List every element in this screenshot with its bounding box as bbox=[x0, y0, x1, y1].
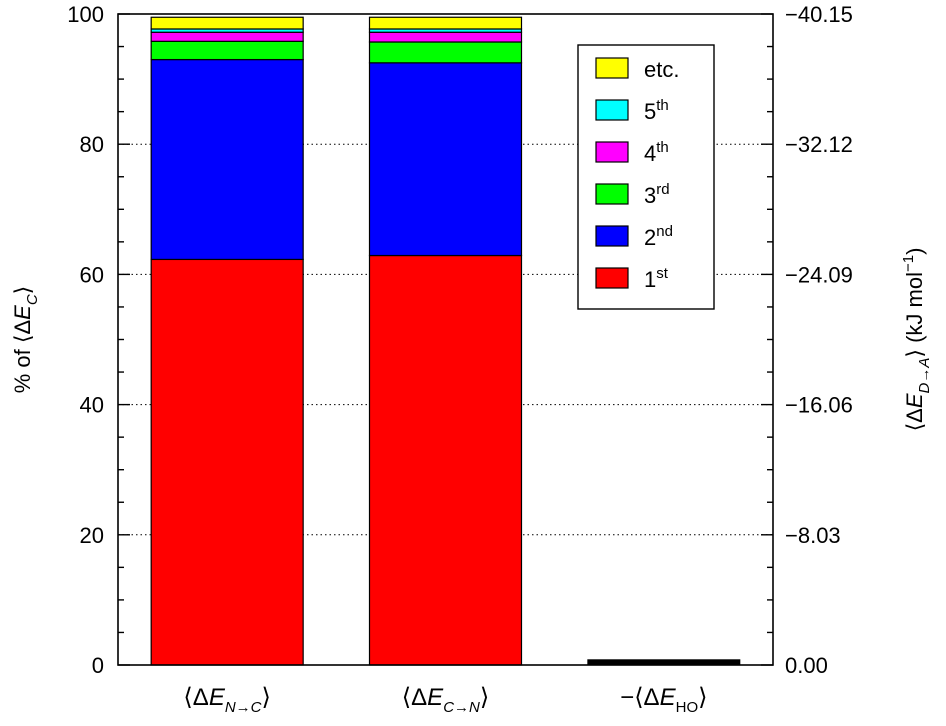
y-left-tick-label: 0 bbox=[92, 653, 104, 678]
legend-swatch-3rd bbox=[595, 183, 629, 205]
axis-ticks bbox=[118, 13, 773, 666]
bar-4th-cat-0 bbox=[150, 31, 304, 42]
bar-1st-cat-0 bbox=[150, 258, 304, 666]
legend-label-5th: 5th bbox=[644, 97, 669, 124]
x-category-label: −⟨ΔEHO⟩ bbox=[620, 684, 707, 716]
y-left-axis-title: % of ⟨ΔEC⟩ bbox=[10, 286, 41, 394]
legend-swatch-4th bbox=[595, 141, 629, 163]
y-right-tick-label: −40.15 bbox=[785, 2, 853, 27]
bar-2nd-cat-0 bbox=[150, 58, 304, 261]
y-right-tick-label: −24.09 bbox=[785, 262, 853, 287]
legend-swatch-5th bbox=[595, 99, 629, 121]
y-left-tick-label: 20 bbox=[80, 523, 104, 548]
bar-etc.-cat-1 bbox=[368, 16, 523, 30]
bars bbox=[150, 16, 741, 666]
x-category-label: ⟨ΔEC→N⟩ bbox=[402, 684, 489, 716]
y-left-tick-label: 80 bbox=[80, 132, 104, 157]
legend-swatch-etc. bbox=[595, 57, 629, 79]
legend: etc. 5th 4th 3rd 2nd 1st bbox=[577, 44, 715, 310]
legend-swatch-2nd bbox=[595, 225, 629, 247]
bar-etc.-cat-0 bbox=[150, 16, 304, 30]
legend-label-1st: 1st bbox=[644, 265, 669, 292]
legend-swatch-1st bbox=[595, 267, 629, 289]
bar-4th-cat-1 bbox=[368, 31, 523, 43]
legend-box bbox=[577, 44, 715, 310]
axis-labels: 0 20 40 60 80 100 0.00 −8.03 −16.06 −24.09 −32.12 −… bbox=[10, 2, 933, 716]
legend-label-etc.: etc. bbox=[644, 57, 679, 82]
legend-label-3rd: 3rd bbox=[644, 181, 670, 208]
y-right-tick-label: −8.03 bbox=[785, 523, 841, 548]
bar-2nd-cat-1 bbox=[368, 62, 523, 257]
y-right-axis-title: ⟨ΔED→A⟩ (kJ mol−1) bbox=[900, 248, 933, 432]
bar-3rd-cat-0 bbox=[150, 40, 304, 61]
bar-3rd-cat-1 bbox=[368, 41, 523, 64]
y-left-tick-label: 40 bbox=[80, 393, 104, 418]
legend-label-2nd: 2nd bbox=[644, 223, 673, 250]
y-right-tick-label: −32.12 bbox=[785, 132, 853, 157]
x-category-label: ⟨ΔEN→C⟩ bbox=[183, 684, 270, 716]
y-left-tick-label: 60 bbox=[80, 262, 104, 287]
y-right-tick-label: 0.00 bbox=[785, 653, 828, 678]
bar-1st-cat-1 bbox=[368, 254, 523, 666]
y-left-tick-label: 100 bbox=[67, 2, 104, 27]
legend-label-4th: 4th bbox=[644, 139, 669, 166]
y-right-tick-label: −16.06 bbox=[785, 393, 853, 418]
